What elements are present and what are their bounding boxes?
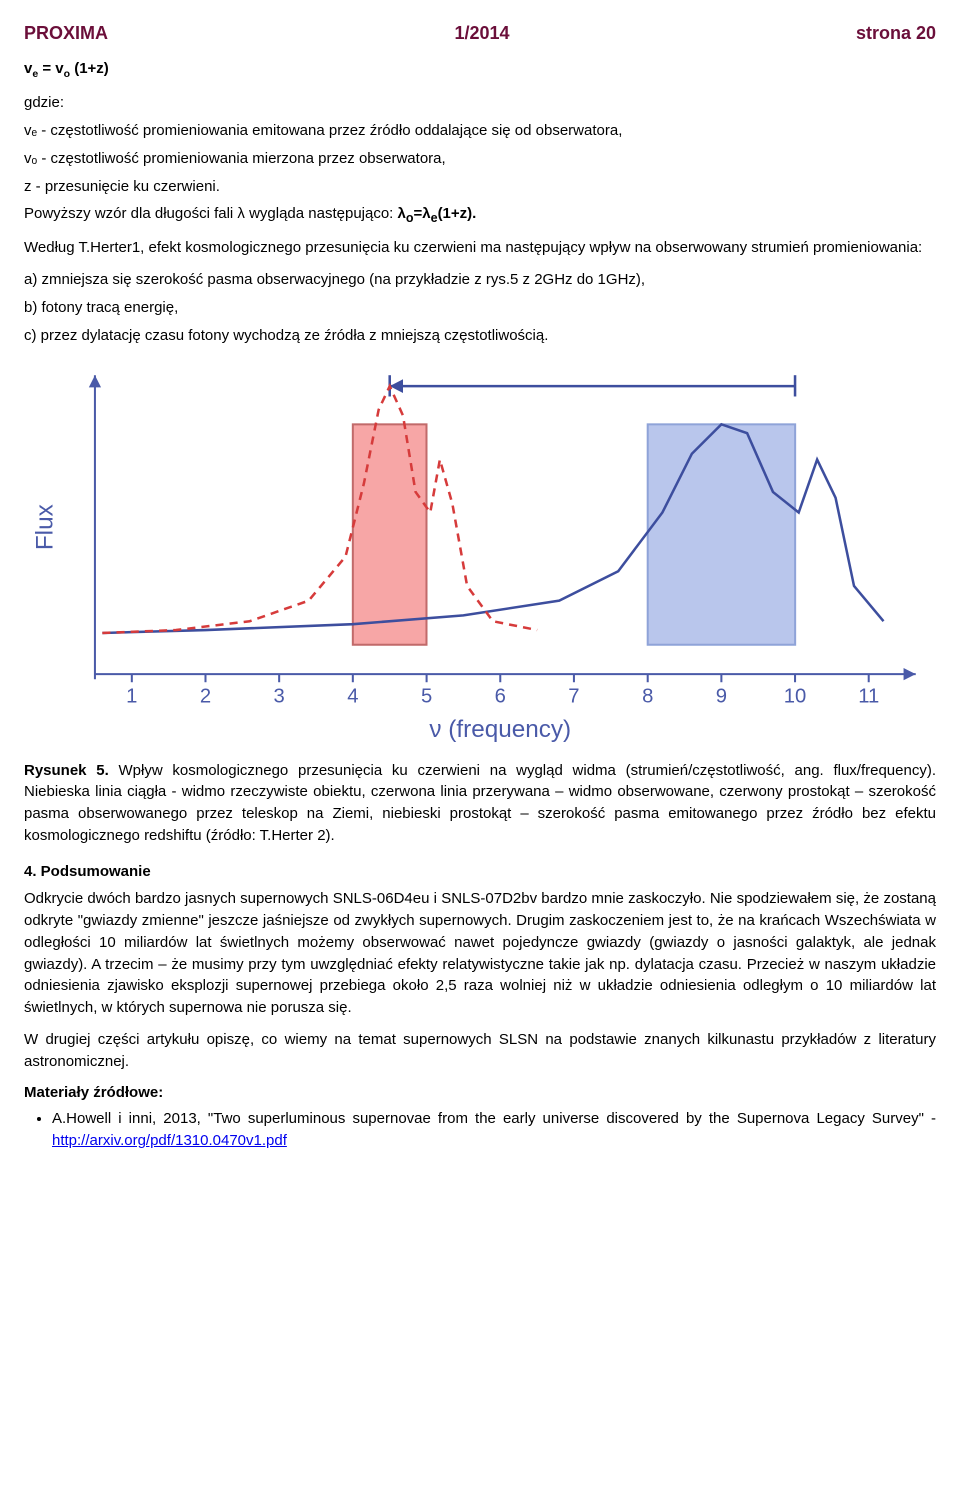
def-z: z - przesunięcie ku czerwieni.	[24, 176, 936, 198]
section-4-title: 4. Podsumowanie	[24, 861, 936, 883]
y-axis-label: Flux	[31, 505, 58, 551]
caption-text: Wpływ kosmologicznego przesunięcia ku cz…	[24, 762, 936, 844]
x-axis-label: ν (frequency)	[429, 716, 571, 743]
para-wavelength: Powyższy wzór dla długości fali λ wygląd…	[24, 203, 936, 227]
red-dashed-line	[102, 387, 537, 634]
para1-pre: Powyższy wzór dla długości fali λ wygląd…	[24, 205, 398, 222]
label-gdzie: gdzie:	[24, 92, 936, 114]
svg-text:3: 3	[274, 686, 285, 708]
svg-text:1: 1	[126, 686, 137, 708]
figure-caption: Rysunek 5. Wpływ kosmologicznego przesun…	[24, 760, 936, 847]
header-center: 1/2014	[454, 20, 509, 46]
material-1-link[interactable]: http://arxiv.org/pdf/1310.0470v1.pdf	[52, 1132, 287, 1149]
list-item-b: b) fotony tracą energię,	[24, 297, 936, 319]
header-left: PROXIMA	[24, 20, 108, 46]
blue-rect	[648, 425, 795, 645]
header-right: strona 20	[856, 20, 936, 46]
section-4-p1: Odkrycie dwóch bardzo jasnych supernowyc…	[24, 888, 936, 1019]
svg-text:11: 11	[858, 686, 879, 708]
list-item-a: a) zmniejsza się szerokość pasma obserwa…	[24, 269, 936, 291]
def-ve: vₑ - częstotliwość promieniowania emitow…	[24, 120, 936, 142]
x-ticks: 1 2 3 4 5 6 7 8 9 10 11	[126, 675, 879, 708]
material-item-1: A.Howell i inni, 2013, "Two superluminou…	[52, 1108, 936, 1152]
svg-text:6: 6	[495, 686, 506, 708]
material-1-text: A.Howell i inni, 2013, "Two superluminou…	[52, 1110, 936, 1127]
page-header: PROXIMA 1/2014 strona 20	[24, 20, 936, 46]
materials-title: Materiały źródłowe:	[24, 1082, 936, 1104]
svg-text:9: 9	[716, 686, 727, 708]
svg-text:4: 4	[347, 686, 358, 708]
caption-lead: Rysunek 5.	[24, 762, 109, 779]
svg-text:8: 8	[642, 686, 653, 708]
figure-5: 1 2 3 4 5 6 7 8 9 10 11 ν (frequency) Fl…	[24, 360, 936, 745]
svg-text:5: 5	[421, 686, 432, 708]
svg-text:7: 7	[568, 686, 579, 708]
def-vo: vₒ - częstotliwość promieniowania mierzo…	[24, 148, 936, 170]
svg-text:2: 2	[200, 686, 211, 708]
para-herter: Według T.Herter1, efekt kosmologicznego …	[24, 237, 936, 259]
red-rect	[353, 425, 427, 645]
para1-formula: λo=λe(1+z).	[398, 205, 477, 222]
list-item-c: c) przez dylatację czasu fotony wychodzą…	[24, 325, 936, 347]
svg-text:10: 10	[784, 686, 807, 708]
materials-list: A.Howell i inni, 2013, "Two superluminou…	[52, 1108, 936, 1152]
formula-main: ve = vo (1+z)	[24, 58, 936, 82]
width-arrow	[390, 376, 795, 397]
section-4-p2: W drugiej części artykułu opiszę, co wie…	[24, 1029, 936, 1073]
